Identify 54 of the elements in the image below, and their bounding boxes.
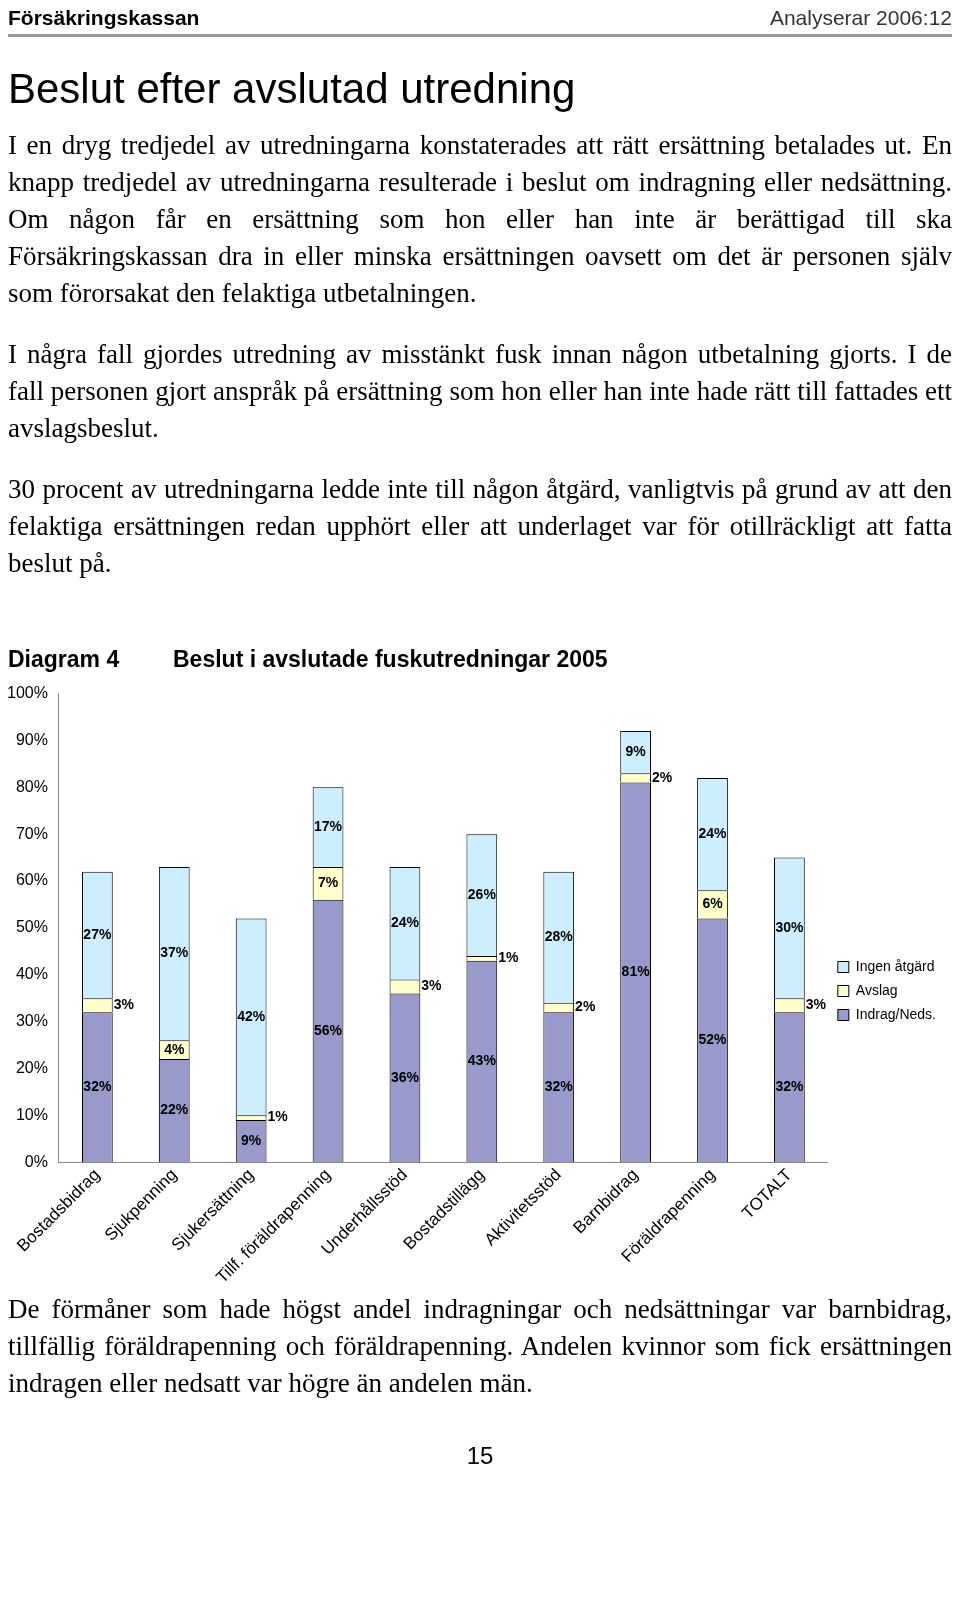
y-tick-label: 10% xyxy=(15,1105,48,1123)
data-label: 24% xyxy=(698,825,728,842)
data-label: 24% xyxy=(390,914,420,931)
data-label: 4% xyxy=(164,1040,185,1057)
y-tick-label: 100% xyxy=(7,684,48,702)
text: Beslut efter avslutad utredning xyxy=(8,65,577,113)
data-label: 32% xyxy=(544,1078,574,1094)
y-tick-label: 80% xyxy=(15,777,48,795)
text: De förmåner som hade högst andel indragningar och nedsättningar var barnbidrag, tillfällig föräldrapenning och föräldrapenning. Andelen kvinnor som fick ersättningen indragen eller nedsatt var högre än andelen män. xyxy=(8,1293,952,1400)
data-label: 52% xyxy=(698,1031,728,1048)
data-label: 17% xyxy=(314,817,343,834)
text: Analyserar 2006:12 xyxy=(769,6,952,30)
data-label: 22% xyxy=(160,1101,189,1118)
data-label: 81% xyxy=(621,963,651,980)
y-tick-label: 40% xyxy=(15,965,48,983)
chart-title: Beslut i avslutade fuskutredningar 2005 xyxy=(173,646,608,673)
y-tick-label: 70% xyxy=(15,824,48,842)
data-label: 3% xyxy=(421,977,443,994)
y-tick-label: 0% xyxy=(24,1152,48,1170)
data-label: 56% xyxy=(314,1021,343,1038)
data-label: 3% xyxy=(113,996,135,1013)
data-label: 32% xyxy=(775,1078,804,1094)
y-tick-label: 60% xyxy=(15,871,48,889)
legend-label: Indrag/Neds. xyxy=(855,1005,937,1022)
data-label: 9% xyxy=(241,1131,262,1148)
y-tick-label: 20% xyxy=(15,1058,48,1076)
data-label: 32% xyxy=(83,1078,112,1094)
text: 30 procent av utredningarna ledde inte till någon åtgärd, vanligtvis på grund av att den felaktiga ersättningen redan upphört eller att underlaget var för otillräckligt att fatta beslut på. xyxy=(8,473,952,580)
data-label: 9% xyxy=(625,743,647,760)
text: Diagram 4 xyxy=(8,646,121,673)
data-label: 3% xyxy=(805,996,827,1013)
data-label: 2% xyxy=(575,998,596,1015)
data-label: 30% xyxy=(775,918,804,935)
data-label: 37% xyxy=(160,944,189,961)
data-label: 7% xyxy=(317,874,339,891)
legend-label: Avslag xyxy=(855,981,898,998)
text: I en dryg tredjedel av utredningarna konstaterades att rätt ersättning betalades ut. En knapp tredjedel av utredningarna resulterade i beslut om indragning eller nedsättning. Om någon får en ersättning som hon eller han inte är berättigad till ska Försäkringskassan dra in eller minska ersättningen oavsett om det är personen själv som förorsakat den felaktiga utbetalningen. xyxy=(8,129,952,310)
y-tick-label: 50% xyxy=(15,918,48,936)
data-label: 36% xyxy=(390,1068,420,1085)
data-label: 2% xyxy=(651,768,673,785)
legend-label: Ingen åtgärd xyxy=(855,957,935,974)
data-label: 1% xyxy=(267,1108,289,1125)
data-label: 43% xyxy=(467,1052,497,1069)
data-label: 1% xyxy=(498,949,519,966)
text: Försäkringskassan xyxy=(8,6,200,30)
text: 15 xyxy=(465,1442,495,1470)
data-label: 26% xyxy=(467,885,497,902)
text: I några fall gjordes utredning av misstänkt fusk innan någon utbetalning gjorts. I de fall personen gjort anspråk på ersättning som hon eller han inte hade rätt till fattades ett avslagsbeslut. xyxy=(8,338,952,445)
data-label: 28% xyxy=(544,928,574,945)
data-label: 6% xyxy=(702,895,724,912)
data-label: 42% xyxy=(237,1007,266,1024)
y-tick-label: 30% xyxy=(15,1011,48,1029)
y-tick-label: 90% xyxy=(15,730,48,748)
data-label: 27% xyxy=(83,925,112,942)
